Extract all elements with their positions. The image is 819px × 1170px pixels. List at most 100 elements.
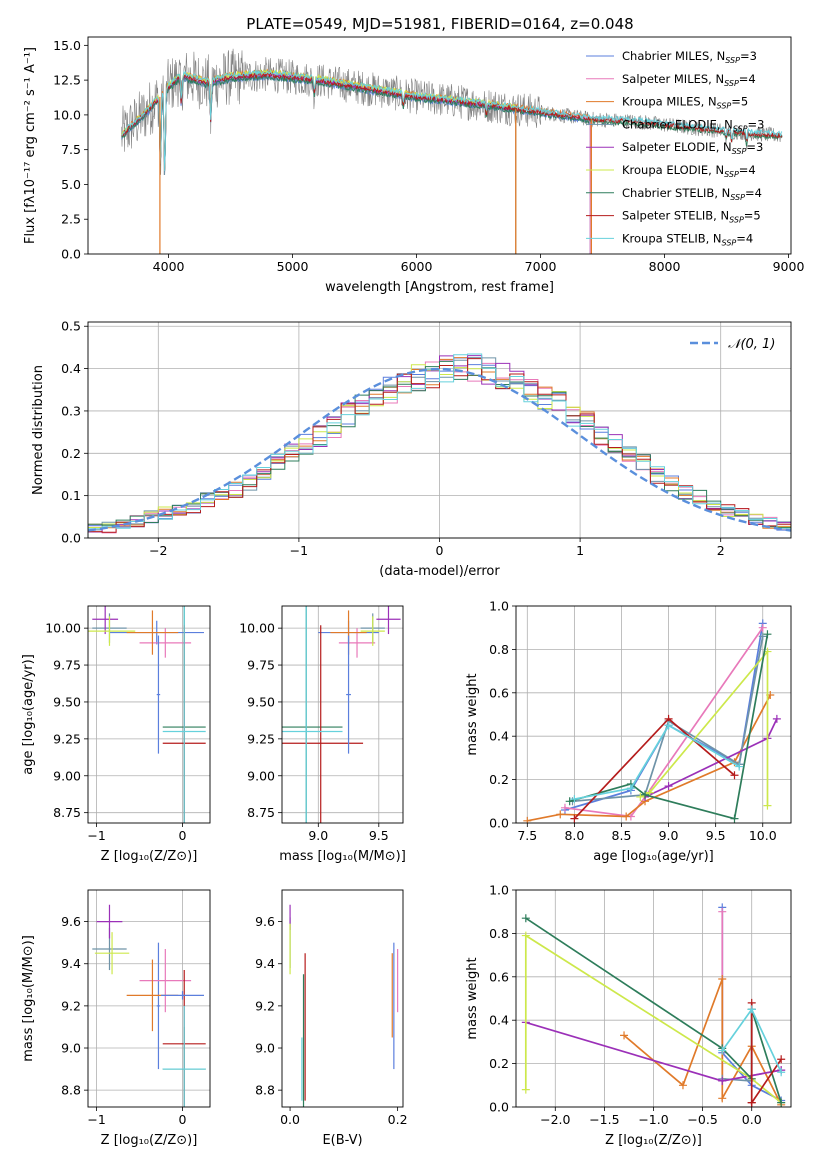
- plot-area: [88, 606, 206, 823]
- errorbar-point: [94, 932, 130, 975]
- x-tick-label: 0.2: [388, 1112, 408, 1127]
- age-vs-metallicity-panel: −1 0 8.75 9.00 9.25 9.50 9.75 10.00 Z [log₁₀(Z/Z…: [21, 605, 211, 864]
- weight-marker: [521, 931, 530, 940]
- x-axis-label: Z [log₁₀(Z/Z⊙)]: [101, 1133, 198, 1148]
- y-tick-label: 0.0: [61, 531, 81, 546]
- errorbar-point: [376, 606, 401, 635]
- model-spectrum-chabrier-miles: [121, 74, 591, 254]
- grid-lines: [88, 890, 210, 1107]
- axis-ticks: −2.0 −1.5 −1.0 −0.5 0.0 0.0 0.2 0.4 0.6 0.8 1.0: [489, 883, 762, 1128]
- x-tick-label: 0.0: [742, 1112, 762, 1127]
- weight-marker: [641, 790, 650, 799]
- legend-entry: Salpeter STELIB, NSSP=5: [622, 209, 761, 225]
- x-tick-label: 9000: [773, 259, 805, 274]
- weight-marker: [758, 632, 767, 641]
- mass-vs-extinction-panel: 0.0 0.2 8.8 9.0 9.2 9.4 9.6 E(B-V): [255, 889, 408, 1148]
- model-spectrum-chabrier-stelib: [121, 74, 783, 171]
- weight-series-chabrier-miles: [564, 623, 764, 811]
- axes-frame: [87, 605, 211, 824]
- errorbar-point: [139, 948, 192, 1013]
- histogram-kroupa-stelib: [88, 353, 791, 538]
- x-tick-label: 8.0: [564, 828, 584, 843]
- weight-marker: [718, 1076, 727, 1085]
- x-axis-label: (data-model)/error: [379, 564, 500, 579]
- plot-area: [92, 904, 206, 1107]
- x-tick-label: 5000: [277, 259, 309, 274]
- y-tick-label: 8.75: [53, 805, 81, 820]
- weight-marker: [678, 1081, 687, 1090]
- spectrum-panel: 4000 5000 6000 7000 8000 9000 0.0 2.5 5.0 7.5 10.0…: [23, 36, 805, 295]
- y-axis-label: age [log₁₀(age/yr)]: [21, 654, 36, 775]
- y-tick-label: 9.6: [255, 914, 275, 929]
- errorbar-point: [346, 635, 351, 754]
- x-tick-label: 0: [179, 1112, 187, 1127]
- y-tick-label: 9.2: [255, 998, 275, 1013]
- errorbar-point: [162, 606, 206, 823]
- x-tick-label: −1: [290, 543, 308, 558]
- weight-series-kroupa-elodie: [524, 934, 782, 1104]
- y-tick-label: 9.4: [61, 956, 81, 971]
- y-tick-label: 8.75: [247, 805, 275, 820]
- errorbar-point: [156, 942, 161, 1070]
- y-tick-label: 10.00: [45, 621, 81, 636]
- axes-frame: [87, 889, 211, 1108]
- x-axis-label: mass [log₁₀(M/M⊙)]: [279, 849, 406, 864]
- y-tick-label: 2.5: [61, 212, 81, 227]
- x-tick-label: 9.0: [308, 828, 328, 843]
- y-tick-label: 9.0: [61, 1041, 81, 1056]
- y-axis-label: mass weight: [465, 957, 480, 1039]
- axis-ticks: 9.0 9.5 8.75 9.00 9.25 9.50 9.75 10.00: [239, 621, 389, 843]
- errorbar-point: [161, 991, 204, 1000]
- x-tick-label: 1: [576, 543, 584, 558]
- y-tick-label: 9.6: [61, 914, 81, 929]
- x-tick-label: 10.0: [749, 828, 777, 843]
- weight-marker: [758, 623, 767, 632]
- y-tick-label: 0.2: [489, 1056, 509, 1071]
- x-tick-label: 7000: [525, 259, 557, 274]
- errorbar-point: [126, 610, 179, 655]
- errorbar-point: [156, 635, 161, 754]
- axes-frame: [281, 605, 404, 824]
- axes-frame: [87, 321, 792, 539]
- weight-marker: [718, 974, 727, 983]
- x-axis-label: E(B-V): [322, 1133, 362, 1148]
- y-tick-label: 9.0: [255, 1041, 275, 1056]
- weight-marker: [622, 812, 631, 821]
- y-tick-label: 0.4: [61, 361, 81, 376]
- y-tick-label: 5.0: [61, 177, 81, 192]
- x-tick-label: −2.0: [540, 1112, 570, 1127]
- y-tick-label: 8.8: [61, 1083, 81, 1098]
- y-tick-label: 0.8: [489, 926, 509, 941]
- y-tick-label: 0.1: [61, 488, 81, 503]
- y-tick-label: 10.0: [53, 107, 81, 122]
- plot-area: [88, 353, 791, 538]
- axis-ticks: −1 0 8.8 9.0 9.2 9.4 9.6: [61, 914, 186, 1127]
- y-tick-label: 9.75: [53, 658, 81, 673]
- weight-series-salpeter-stelib: [573, 717, 736, 820]
- weight-marker: [718, 907, 727, 916]
- x-tick-label: 0: [179, 828, 187, 843]
- weight-marker: [763, 630, 772, 639]
- grid-lines: [88, 606, 210, 823]
- y-tick-label: 12.5: [53, 73, 81, 88]
- y-axis-label: Flux [fλ10⁻¹⁷ erg cm⁻² s⁻¹ A⁻¹]: [23, 47, 38, 244]
- errorbar-point: [96, 904, 123, 939]
- x-tick-label: −1.5: [589, 1112, 619, 1127]
- y-tick-label: 0.0: [61, 247, 81, 262]
- x-tick-label: 9.5: [369, 828, 389, 843]
- x-tick-label: 8000: [649, 259, 681, 274]
- x-tick-label: −0.5: [687, 1112, 717, 1127]
- weight-marker: [570, 814, 579, 823]
- x-tick-label: 4000: [153, 259, 185, 274]
- weight-marker: [521, 914, 530, 923]
- weight-vs-metallicity-panel: −2.0 −1.5 −1.0 −0.5 0.0 0.0 0.2 0.4 0.6 0.8 1.0 Z […: [465, 883, 792, 1148]
- weight-marker: [763, 801, 772, 810]
- axis-ticks: −1 0 8.75 9.00 9.25 9.50 9.75 10.00: [45, 621, 186, 843]
- histogram-chabrier-stelib: [88, 360, 791, 538]
- x-tick-label: 8.5: [612, 828, 632, 843]
- errorbar-point: [92, 606, 119, 635]
- y-axis-label: Normed distribution: [31, 365, 46, 495]
- x-axis-label: Z [log₁₀(Z/Z⊙)]: [605, 1133, 702, 1148]
- age-vs-mass-panel: 9.0 9.5 8.75 9.00 9.25 9.50 9.75 10.00 mass [log…: [239, 605, 406, 864]
- x-axis-label: wavelength [Angstrom, rest frame]: [325, 280, 554, 295]
